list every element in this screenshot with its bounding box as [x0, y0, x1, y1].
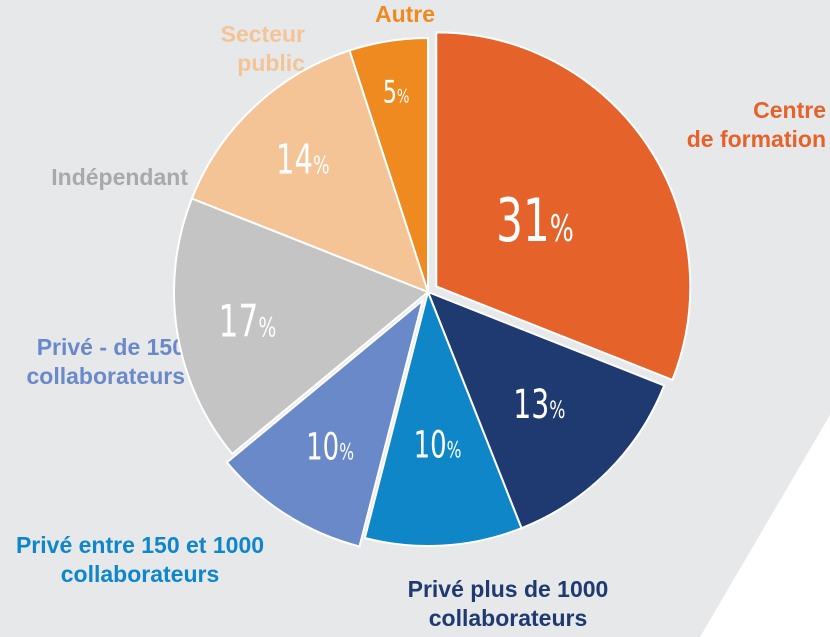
value-label: 5% [383, 74, 410, 111]
pie-slice [435, 31, 692, 382]
value-label: 14% [276, 136, 330, 184]
category-label: Privé entre 150 et 1000 collaborateurs [16, 532, 264, 587]
category-label: Secteur public [221, 21, 306, 76]
category-label: Indépendant [51, 164, 188, 190]
category-label: Privé plus de 1000 collaborateurs [408, 576, 609, 631]
value-label: 31% [496, 185, 574, 255]
pie-slice [363, 288, 523, 547]
category-label: Privé - de 150 collaborateurs [27, 334, 186, 389]
pie-slice [348, 36, 429, 293]
category-label: Autre [375, 1, 435, 27]
background-shape [700, 415, 830, 637]
value-label: 10% [414, 423, 462, 466]
pie-slice [173, 197, 430, 456]
value-label: 13% [513, 380, 565, 428]
pie-slice [225, 297, 425, 548]
category-label: Centre de formation [687, 97, 826, 152]
value-label: 17% [218, 297, 276, 348]
value-label: 10% [306, 425, 354, 468]
pie-slice [426, 290, 666, 530]
